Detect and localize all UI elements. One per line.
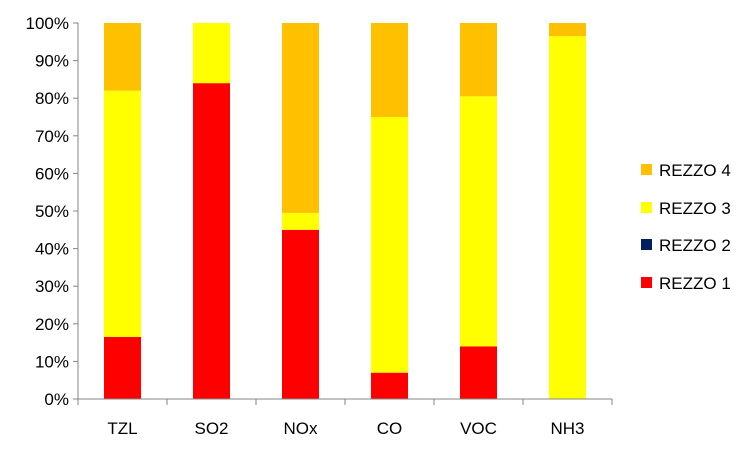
- x-axis: TZL SO2 NOx CO VOC NH3: [77, 398, 613, 438]
- bar-tzl-rezzo-4: [104, 23, 141, 91]
- legend-label: REZZO 1: [659, 274, 731, 293]
- y-tick-label: 10%: [35, 352, 69, 371]
- x-category-label: SO2: [194, 419, 228, 438]
- legend-swatch: [641, 164, 652, 175]
- bar-co-rezzo-4: [371, 23, 408, 117]
- bar-nh3-rezzo-3: [549, 36, 586, 399]
- y-tick-label: 40%: [35, 240, 69, 259]
- bar-tzl-rezzo-3: [104, 90, 141, 337]
- bar-co-rezzo-3: [371, 117, 408, 373]
- y-tick-label: 60%: [35, 164, 69, 183]
- x-category-label: VOC: [460, 419, 497, 438]
- y-tick-label: 50%: [35, 202, 69, 221]
- legend: REZZO 4 REZZO 3 REZZO 2 REZZO 1: [641, 161, 731, 293]
- y-tick-label: 70%: [35, 127, 69, 146]
- x-category-label: NOx: [284, 419, 319, 438]
- bar-nox-rezzo-1: [282, 229, 319, 399]
- legend-swatch: [641, 277, 652, 288]
- bar-co-rezzo-1: [371, 372, 408, 399]
- bar-voc-rezzo-4: [460, 23, 497, 97]
- bar-voc-rezzo-3: [460, 96, 497, 347]
- bar-tzl-rezzo-1: [104, 336, 141, 399]
- legend-label: REZZO 3: [659, 199, 731, 218]
- bar-voc-rezzo-1: [460, 346, 497, 399]
- y-tick-label: 80%: [35, 89, 69, 108]
- bar-so2-rezzo-3: [193, 23, 230, 84]
- y-axis: 0% 10% 20% 30% 40% 50% 60% 70% 80% 90% 100%: [26, 14, 79, 409]
- y-tick-label: 90%: [35, 52, 69, 71]
- y-tick-label: 0%: [44, 390, 69, 409]
- x-category-label: TZL: [107, 419, 137, 438]
- legend-swatch: [641, 239, 652, 250]
- legend-label: REZZO 4: [659, 161, 731, 180]
- y-tick-label: 20%: [35, 315, 69, 334]
- y-tick-label: 100%: [26, 14, 69, 33]
- bar-nox-rezzo-3: [282, 212, 319, 230]
- bar-nh3-rezzo-4: [549, 23, 586, 37]
- bars: [104, 23, 586, 399]
- y-tick-label: 30%: [35, 277, 69, 296]
- legend-label: REZZO 2: [659, 236, 731, 255]
- bar-nox-rezzo-4: [282, 23, 319, 213]
- bar-so2-rezzo-1: [193, 83, 230, 399]
- x-category-label: NH3: [550, 419, 584, 438]
- legend-swatch: [641, 202, 652, 213]
- x-category-label: CO: [377, 419, 403, 438]
